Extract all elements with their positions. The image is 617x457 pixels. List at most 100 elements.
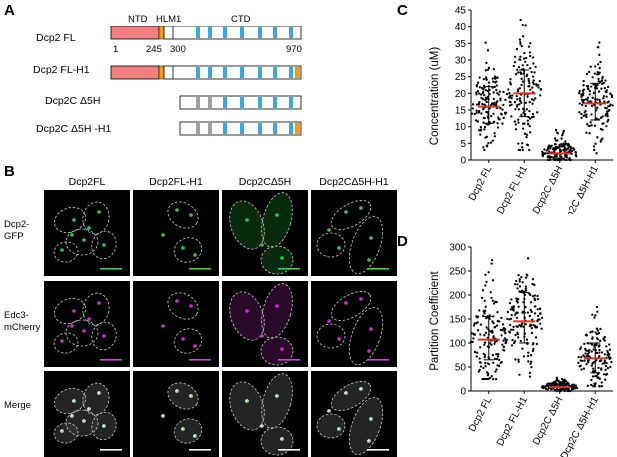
data-point [541,154,545,158]
data-point [476,120,479,123]
data-point [521,80,525,83]
data-point [583,359,586,362]
data-point [606,366,610,370]
data-point [493,75,497,78]
cell-outline [53,332,79,354]
data-point [603,335,606,339]
data-point [598,351,601,354]
data-point [578,111,581,114]
concentration-y-tick-label: 45 [455,6,467,17]
ctd-domain [163,26,302,40]
data-point [541,150,544,154]
data-point [496,319,499,323]
granule-spot [70,324,74,328]
data-point [610,360,613,364]
data-point [529,293,532,297]
data-point [530,116,534,119]
data-point [499,361,502,365]
data-point [521,310,525,314]
data-point [513,101,517,104]
granule-spot [245,218,249,222]
granule-spot [369,327,373,331]
data-point [491,354,495,357]
data-point [593,72,597,75]
data-point [600,351,604,354]
data-point [554,155,558,158]
data-point [569,389,572,393]
data-point [510,103,513,106]
data-point [529,88,532,91]
data-point [526,274,529,277]
concentration-x-tick-label: Dcp2C Δ5H-H1 [559,164,601,214]
data-point [517,148,521,152]
partition-x-tick-label: Dcp2 FL-H1 [495,395,530,448]
data-point [606,112,609,115]
micrograph-merge-dcp2c-d5h-h1 [311,371,397,457]
data-point [529,323,532,326]
granule-spot [70,233,74,237]
data-point [491,299,495,302]
data-point [514,358,517,361]
data-point [519,71,522,74]
helical-motif-1 [208,67,212,78]
data-point [487,81,491,84]
data-point [502,345,505,348]
data-point [529,131,532,134]
data-point [487,142,490,145]
data-point [585,115,588,118]
helical-motif-1 [208,27,212,38]
data-point [537,86,540,89]
granule-spot [337,337,341,341]
cell-outline [54,388,86,414]
data-point [499,328,503,332]
data-point [530,365,533,369]
helical-motif-6 [289,67,293,78]
data-point [584,352,587,355]
data-point [476,329,480,332]
helical-motif-2 [258,97,262,108]
data-point [557,389,561,393]
helical-motif-3 [240,67,244,78]
data-point [530,326,533,330]
data-point [485,280,488,284]
data-point [531,112,535,116]
data-point [609,365,612,369]
data-point [525,56,528,60]
data-point [528,51,532,54]
data-point [601,82,604,86]
data-point [483,103,486,106]
data-point [600,79,603,82]
cell-outline [260,426,294,456]
partition-y-axis-label: Partition Coefficient [429,270,441,370]
data-point [475,109,478,112]
data-point [516,283,519,286]
granule-spot [72,309,76,313]
cell-outline [173,328,203,354]
data-point [597,90,601,93]
data-point [567,144,570,147]
data-point [595,327,599,330]
data-point [564,379,567,383]
data-point [491,139,495,142]
data-point [473,112,476,116]
concentration-series-3 [578,41,614,155]
concentration-y-tick-label: 10 [455,122,467,133]
data-point [484,305,487,308]
ntd-domain [110,65,160,80]
data-point [515,300,519,303]
data-point [602,97,605,100]
data-point [527,79,530,83]
data-point [548,150,551,153]
data-point [485,61,488,65]
data-point [483,148,486,152]
construct-diagram [110,26,302,136]
concentration-y-tick-label: 40 [455,22,467,33]
data-point [522,355,525,358]
data-point [497,118,500,121]
data-point [482,310,485,313]
data-point [564,158,567,162]
data-point [590,124,593,127]
data-point [608,108,611,112]
data-point [526,123,530,126]
data-point [602,373,606,376]
